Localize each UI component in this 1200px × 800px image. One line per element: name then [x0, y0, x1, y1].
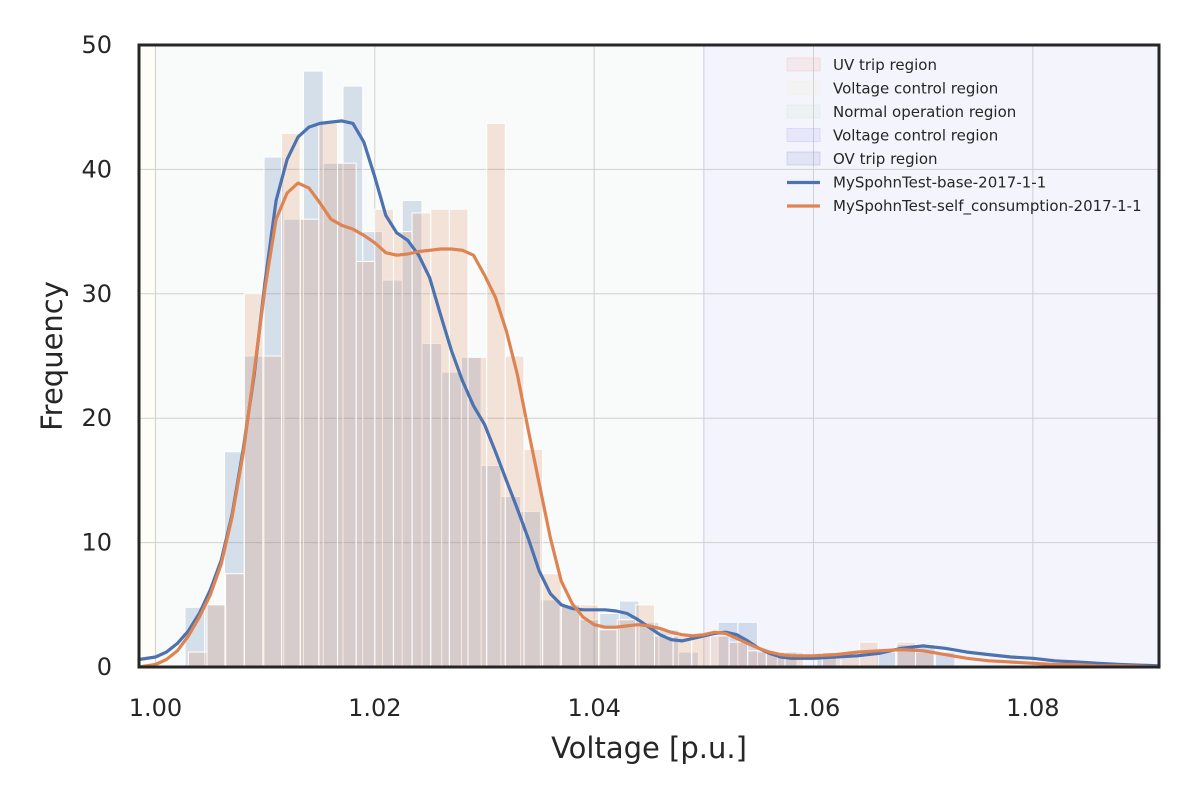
plot-frame	[137, 43, 1161, 669]
legend-swatch-region-3	[786, 128, 821, 142]
histogram-bar-1-28	[709, 635, 730, 668]
legend-label-region-0: UV trip region	[833, 56, 937, 74]
histogram-bar-1-9	[355, 260, 376, 668]
x-tick-label-1: 1.02	[348, 694, 401, 722]
y-tick-label-3: 30	[81, 280, 112, 308]
legend-swatch-region-2	[786, 104, 821, 119]
histogram-bar-1-14	[448, 208, 469, 668]
x-tick-label-3: 1.06	[787, 694, 840, 722]
histogram-bar-1-6	[299, 218, 320, 668]
histogram-bar-1-16	[486, 122, 506, 668]
histogram-bar-1-17	[504, 355, 525, 668]
histogram-bar-1-27	[691, 635, 711, 668]
legend-label-series-0: MySpohnTest-base-2017-1-1	[833, 174, 1046, 192]
legend-label-region-3: Voltage control region	[833, 127, 998, 145]
histogram-bar-1-20	[560, 604, 581, 668]
histogram-bar-1-5	[281, 132, 301, 668]
legend-swatch-region-4	[786, 151, 821, 166]
legend-label-series-1: MySpohnTest-self_consumption-2017-1-1	[833, 197, 1142, 216]
legend-swatch-region-1	[786, 81, 821, 95]
histogram-bar-1-22	[598, 629, 618, 668]
operation-regions	[138, 44, 1160, 668]
x-tick-label-2: 1.04	[567, 694, 620, 722]
histogram-bar-1-29	[728, 641, 749, 668]
x-tick-label-4: 1.08	[1006, 694, 1059, 722]
y-tick-label-5: 50	[81, 31, 112, 59]
histogram-bar-1-13	[430, 208, 450, 668]
histogram-bar-1-3	[243, 293, 264, 668]
density-line-1	[137, 181, 1161, 669]
histogram-bar-1-4	[262, 355, 283, 668]
histogram-bar-1-11	[392, 231, 413, 668]
histogram-bar-1-30	[747, 650, 767, 668]
histogram-bar-1-24	[635, 604, 655, 668]
region-band-1	[138, 44, 156, 668]
histogram-bar-1-8	[337, 162, 357, 668]
legend: UV trip region Voltage control region Norm…	[786, 56, 1142, 216]
y-tick-label-2: 20	[81, 404, 112, 432]
histogram-bar-1-19	[542, 573, 562, 668]
legend-label-region-4: OV trip region	[833, 150, 938, 168]
y-tick-label-1: 10	[81, 529, 112, 557]
x-axis-label: Voltage [p.u.]	[551, 731, 747, 765]
density-line-0	[137, 119, 1161, 668]
legend-swatch-region-0	[786, 57, 821, 72]
legend-label-region-2: Normal operation region	[833, 103, 1016, 121]
histogram-bar-1-1	[206, 604, 227, 668]
x-tick-label-0: 1.00	[129, 694, 182, 722]
histogram-bar-1-10	[374, 208, 394, 668]
y-axis-label: Frequency	[35, 281, 69, 431]
y-tick-label-4: 40	[81, 155, 112, 183]
histogram-bar-1-12	[411, 212, 432, 668]
histogram-bar-1-0	[187, 651, 208, 668]
histogram-bar-1-2	[225, 573, 245, 668]
density-lines	[137, 119, 1161, 669]
histogram-bars	[184, 70, 956, 668]
tick-labels: 1.00 1.02 1.04 1.06 1.08 0 10 20 30 40 50	[81, 31, 1059, 722]
histogram-bar-1-37	[915, 651, 935, 668]
legend-label-region-1: Voltage control region	[833, 80, 998, 98]
y-tick-label-0: 0	[97, 653, 112, 681]
